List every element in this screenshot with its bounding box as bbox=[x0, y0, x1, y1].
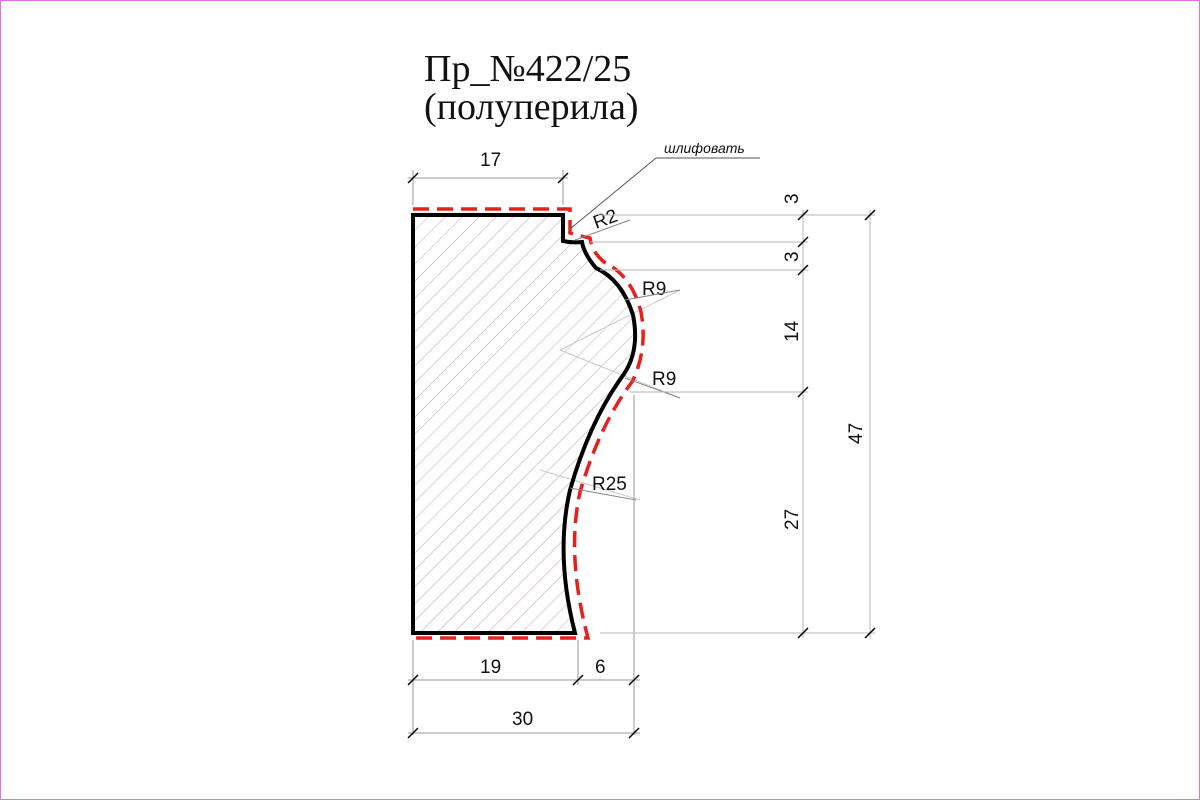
dim-right-3b: 3 bbox=[782, 251, 803, 262]
radius-r2: R2 bbox=[591, 206, 621, 234]
dim-bottom-6: 6 bbox=[595, 657, 606, 678]
note-leader bbox=[569, 157, 760, 230]
radius-leaders bbox=[569, 219, 681, 501]
dim-top-17-lines bbox=[407, 170, 569, 205]
radius-r9-lower: R9 bbox=[652, 369, 676, 390]
dim-right-extensions bbox=[590, 210, 875, 638]
radius-r9-upper: R9 bbox=[642, 279, 666, 300]
finish-line bbox=[413, 207, 645, 640]
dim-bottom-lines bbox=[407, 395, 640, 739]
construction-lines bbox=[539, 289, 681, 501]
profile-section-fill bbox=[413, 215, 636, 633]
profile-outline bbox=[411, 213, 638, 635]
note-sand: шлифовать bbox=[664, 140, 745, 156]
dim-right-47: 47 bbox=[846, 423, 867, 444]
dim-right-14: 14 bbox=[782, 320, 803, 342]
dim-right-3a: 3 bbox=[782, 193, 803, 204]
dim-top-17: 17 bbox=[480, 150, 501, 171]
drawing-title: Пр_№422/25 bbox=[424, 48, 632, 90]
dim-right-27: 27 bbox=[782, 509, 803, 530]
dim-right-ticks bbox=[797, 209, 876, 639]
dim-bottom-19: 19 bbox=[480, 657, 501, 678]
drawing-subtitle: (полуперила) bbox=[424, 86, 639, 128]
radius-r25: R25 bbox=[592, 474, 627, 495]
dim-bottom-30: 30 bbox=[512, 709, 533, 730]
